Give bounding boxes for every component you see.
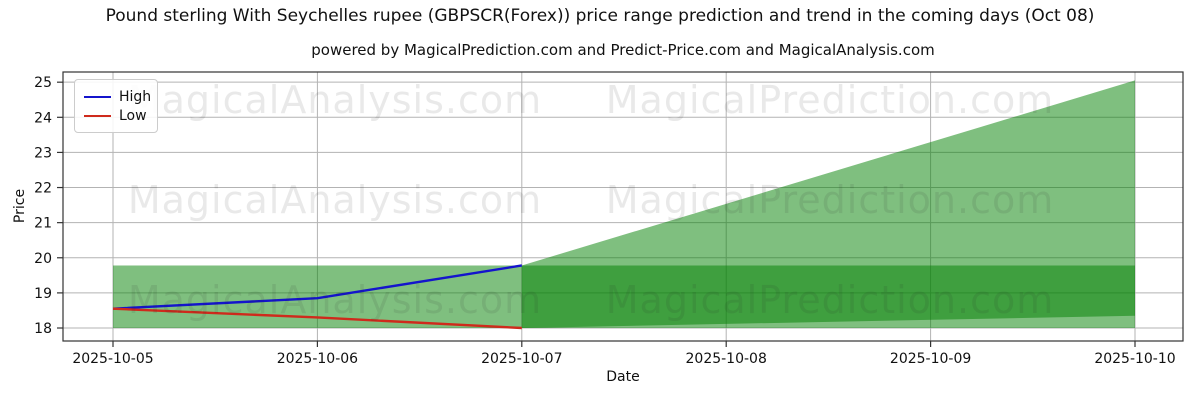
x-tick-label: 2025-10-05 [72,351,153,367]
legend-item-low: Low [84,106,148,125]
x-tick-label: 2025-10-08 [686,351,767,367]
forecast-fan [521,80,1135,329]
x-tick-label: 2025-10-09 [890,351,971,367]
legend-label-low: Low [119,107,147,124]
chart-title: Pound sterling With Seychelles rupee (GB… [105,6,1095,26]
y-tick-label: 22 [34,181,52,197]
axes-spines [62,71,1184,342]
y-tick-label: 25 [34,75,52,91]
chart-subtitle: powered by MagicalPrediction.com and Pre… [311,41,935,59]
high-line-swatch [84,95,111,98]
x-axis-label: Date [606,369,640,385]
y-tick-label: 23 [34,145,52,161]
y-tick-label: 20 [34,251,52,267]
x-tick-label: 2025-10-07 [481,351,562,367]
y-tick-label: 18 [34,321,52,337]
low-line [112,307,522,330]
low-line-swatch [84,114,111,117]
x-tick-label: 2025-10-06 [277,351,358,367]
y-tick-label: 24 [34,110,52,126]
x-tick-label: 2025-10-10 [1094,351,1175,367]
y-tick-label: 19 [34,286,52,302]
legend-item-high: High [84,87,152,106]
high-line [112,264,522,310]
y-tick-label: 21 [34,216,52,232]
legend-box: High Low [74,79,158,133]
legend-label-high: High [119,88,152,105]
